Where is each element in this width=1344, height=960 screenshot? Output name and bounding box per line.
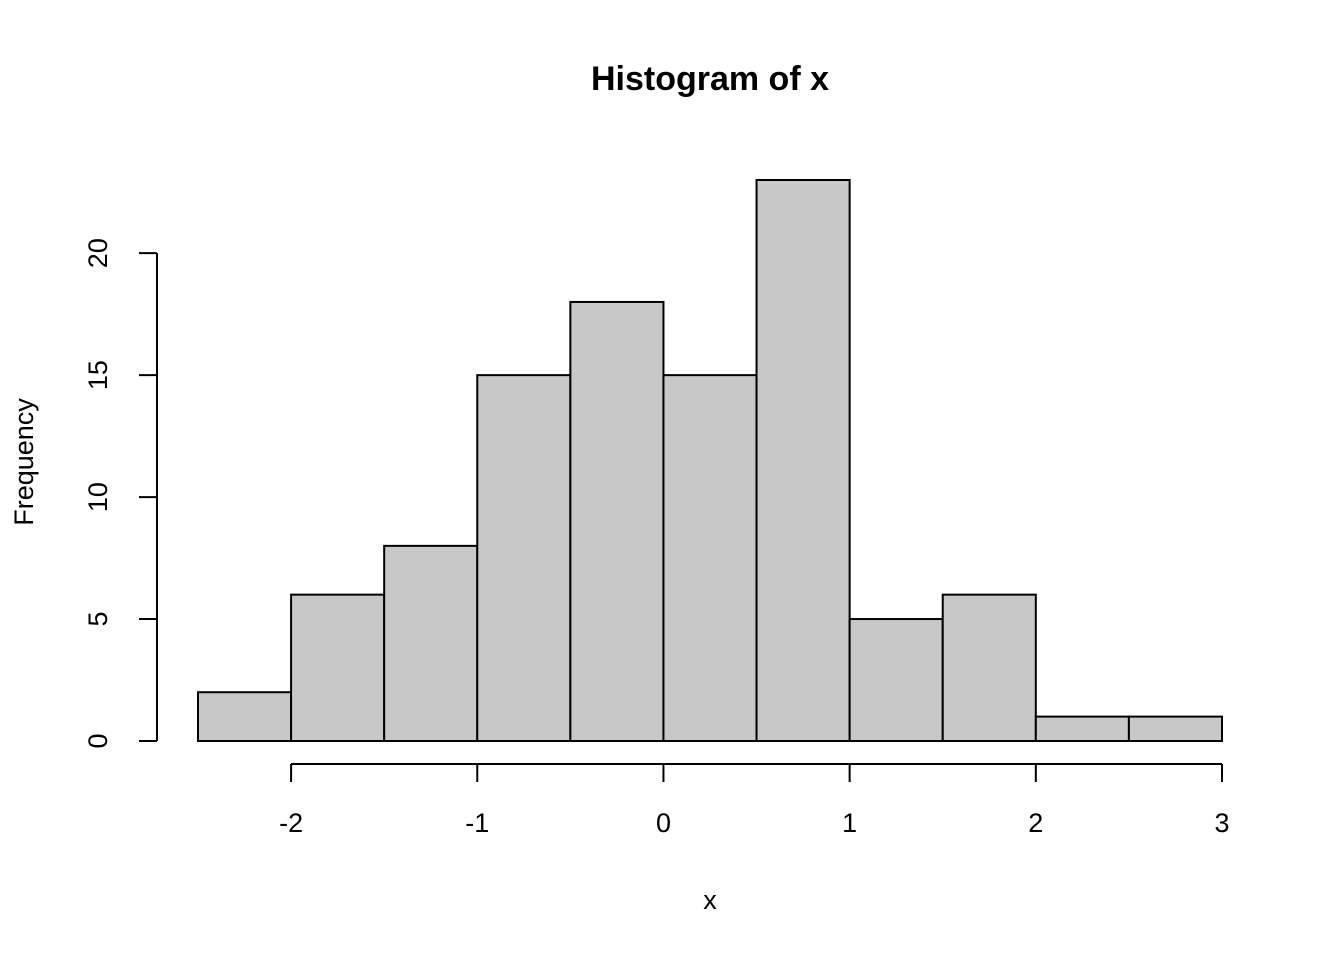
bar <box>848 618 944 742</box>
bar <box>1127 715 1223 743</box>
bar <box>662 374 758 742</box>
bar <box>290 593 386 742</box>
chart-title: Histogram of x <box>591 60 829 98</box>
x-tick-label: 0 <box>656 808 671 838</box>
x-tick-label: 2 <box>1028 808 1043 838</box>
bar <box>383 544 479 742</box>
bar <box>569 300 665 742</box>
y-tick-label: 0 <box>83 733 113 748</box>
y-tick-label: 15 <box>83 360 113 390</box>
x-axis-label: x <box>703 885 717 915</box>
bar <box>1034 715 1130 743</box>
bar <box>197 691 293 743</box>
y-axis-label: Frequency <box>9 398 39 526</box>
y-tick-label: 5 <box>83 612 113 627</box>
bar <box>941 593 1037 742</box>
x-tick-label: 3 <box>1214 808 1229 838</box>
x-tick-label: -2 <box>279 808 303 838</box>
y-tick-label: 20 <box>83 238 113 268</box>
bar <box>476 374 572 742</box>
bar <box>755 179 851 742</box>
x-tick-label: 1 <box>842 808 857 838</box>
x-tick-label: -1 <box>465 808 489 838</box>
y-tick-label: 10 <box>83 482 113 512</box>
